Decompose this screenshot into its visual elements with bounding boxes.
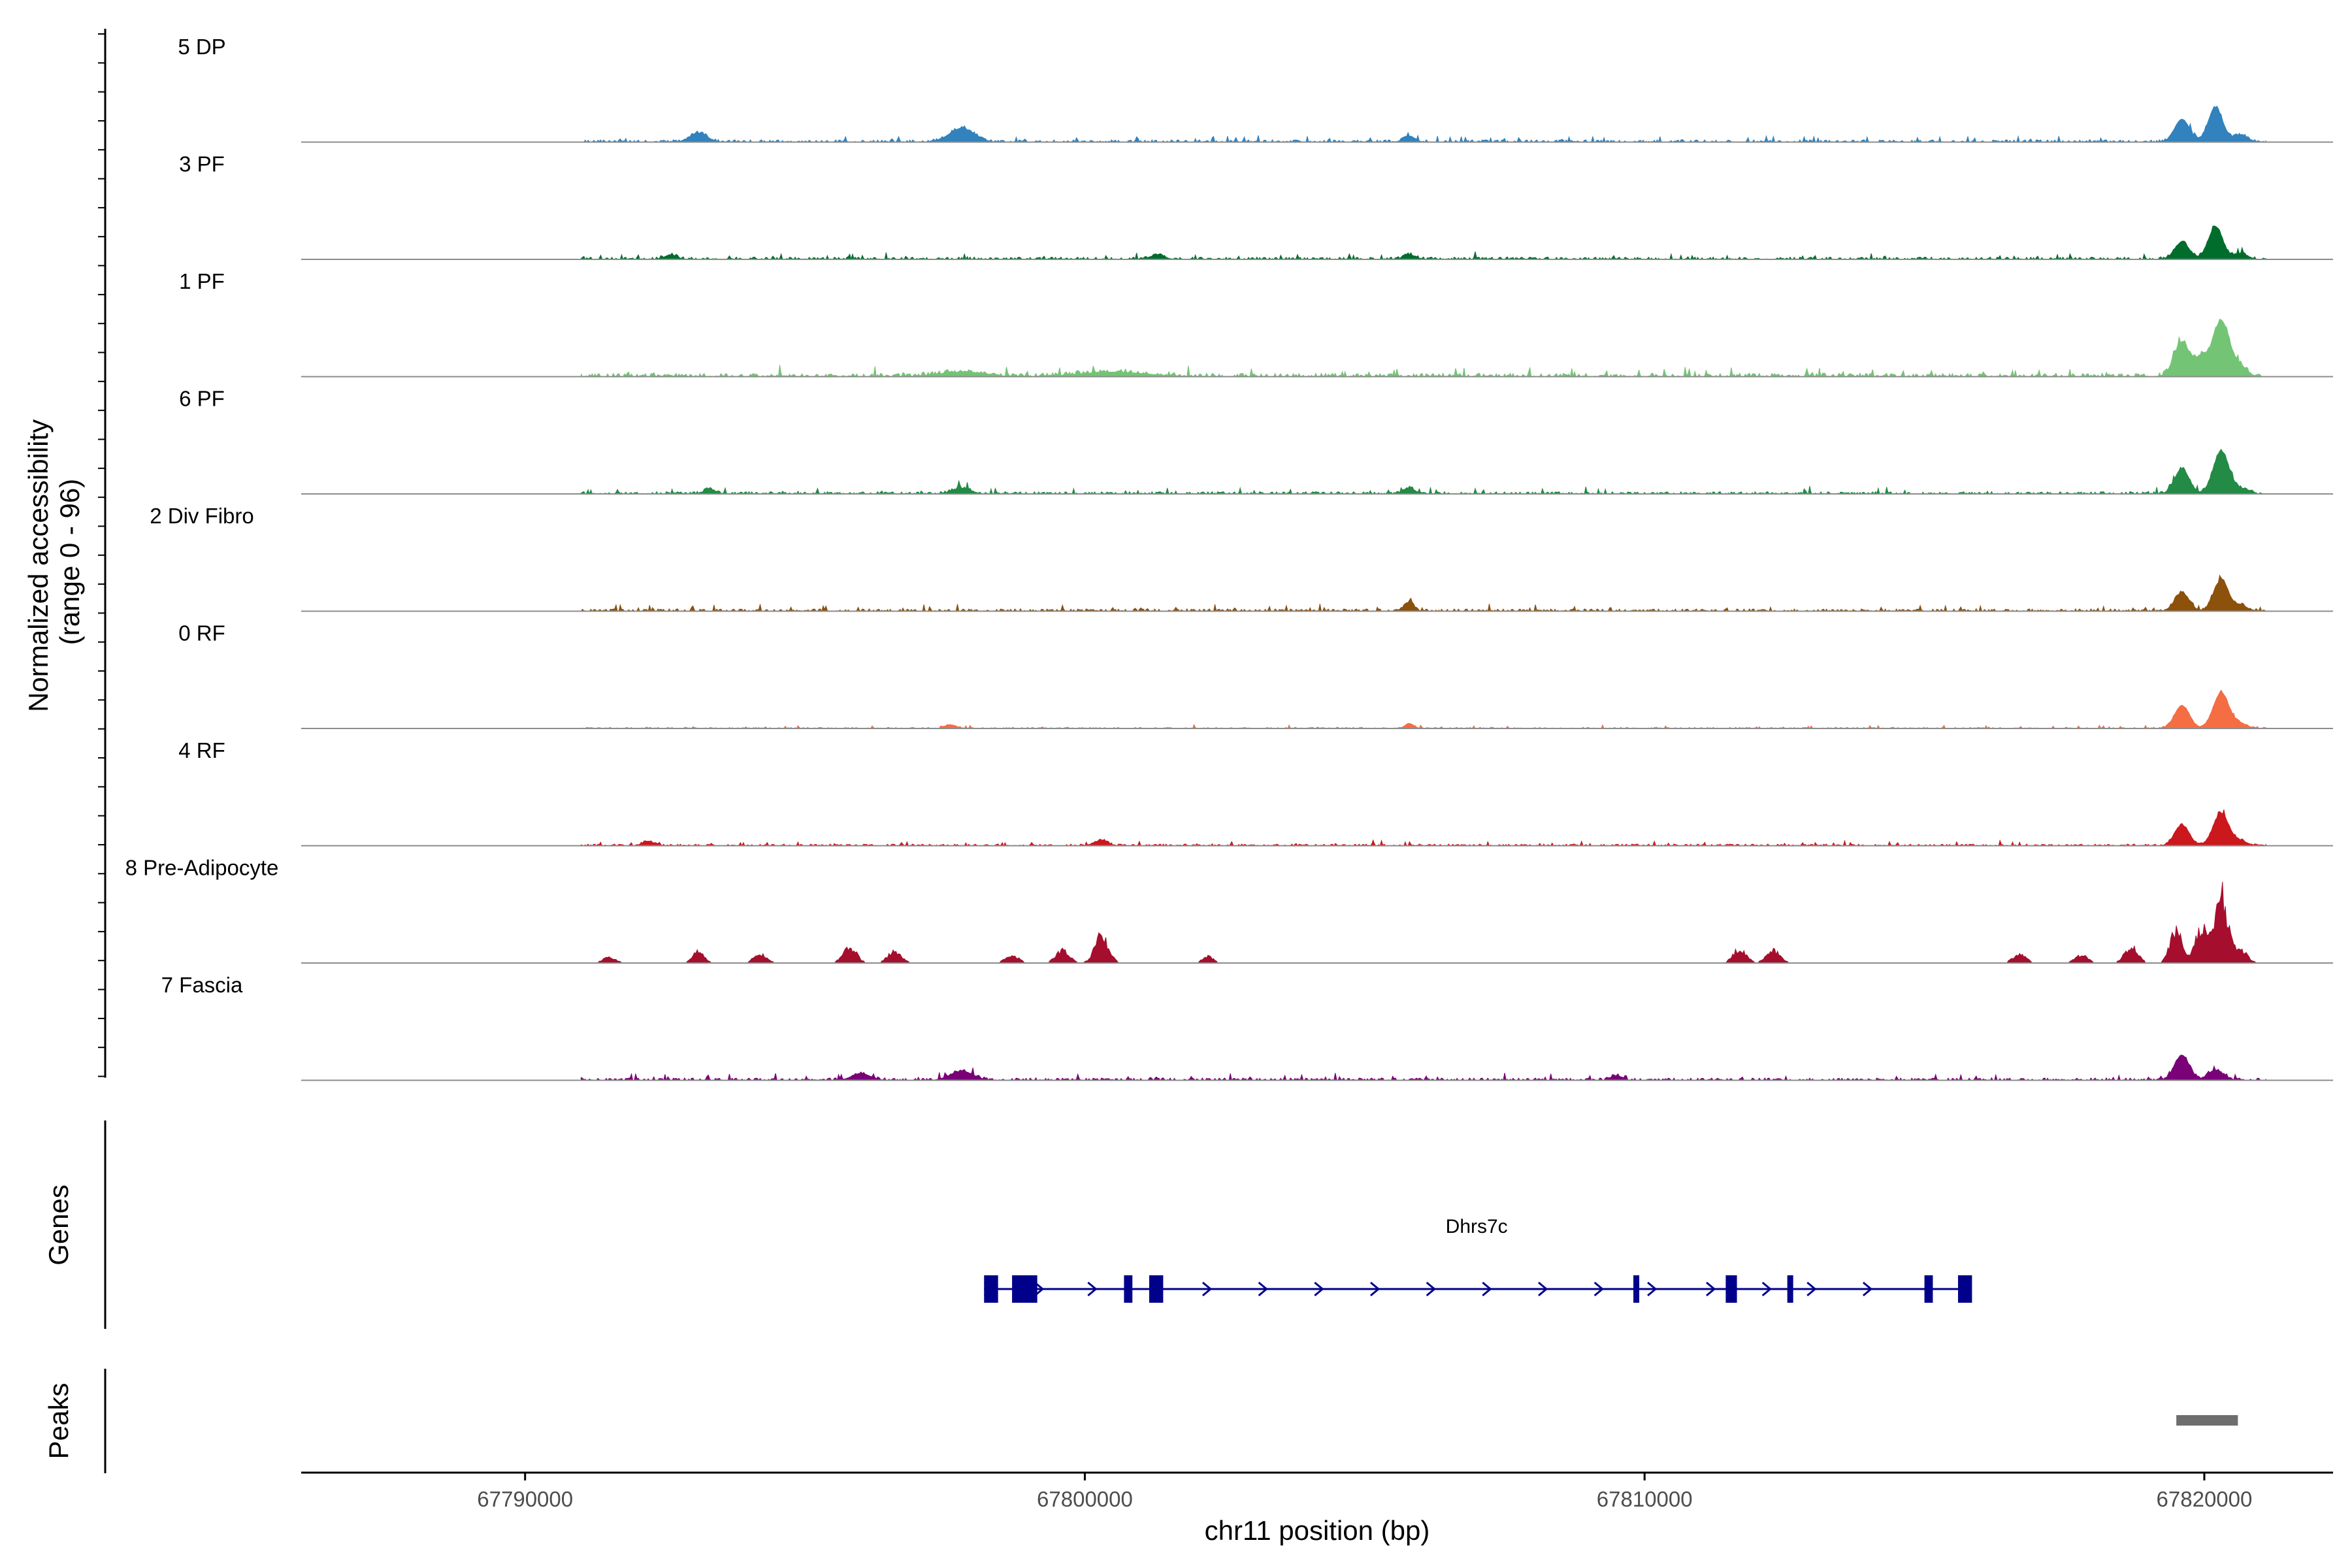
track-label: 7 Fascia — [161, 973, 243, 997]
track-4-rf: 4 RF — [178, 738, 2333, 847]
y-axis-title-line-1: Normalized accessibility — [23, 419, 54, 712]
track-7-fascia: 7 Fascia — [161, 973, 2333, 1082]
gene-exon — [1924, 1275, 1933, 1303]
strand-arrow — [1806, 1281, 1817, 1297]
x-tick-label: 67800000 — [1037, 1487, 1133, 1511]
track-8-pre-adipocyte: 8 Pre-Adipocyte — [125, 856, 2333, 964]
strand-arrow — [1862, 1281, 1873, 1297]
strand-arrow — [1706, 1281, 1716, 1297]
track-1-pf: 1 PF — [179, 269, 2333, 378]
strand-arrow — [1314, 1281, 1324, 1297]
strand-arrow — [1087, 1281, 1098, 1297]
track-label: 4 RF — [178, 738, 225, 762]
track-5-dp: 5 DP — [178, 35, 2333, 143]
coverage-y-axis — [98, 29, 106, 1078]
track-label: 5 DP — [178, 35, 225, 59]
strand-arrow — [1369, 1281, 1380, 1297]
gene-track: Dhrs7c — [983, 1216, 1972, 1303]
coverage-tracks: 5 DP 3 PF 1 PF 6 PF 2 Div Fibro 0 RF 4 RF 8 Pre… — [125, 35, 2333, 1082]
strand-arrow — [1258, 1281, 1268, 1297]
strand-arrow — [1761, 1281, 1772, 1297]
track-label: 1 PF — [179, 269, 225, 293]
x-tick-label: 67790000 — [477, 1487, 573, 1511]
coverage-area-3-pf — [580, 225, 2266, 261]
x-axis-ticks: 67790000 67800000 67810000 67820000 — [477, 1473, 2252, 1511]
x-tick-label: 67810000 — [1597, 1487, 1693, 1511]
track-label: 0 RF — [178, 621, 225, 645]
track-3-pf: 3 PF — [179, 152, 2333, 261]
gene-exon — [1725, 1275, 1737, 1303]
peak-track — [2176, 1415, 2238, 1426]
gene-exon — [1787, 1275, 1793, 1303]
x-tick-label: 67820000 — [2157, 1487, 2253, 1511]
gene-exon — [1149, 1275, 1164, 1303]
strand-arrow — [1034, 1281, 1045, 1297]
gene-exon — [1124, 1275, 1133, 1303]
gene-exon — [1633, 1275, 1640, 1303]
track-0-rf: 0 RF — [178, 621, 2333, 729]
gene-exon — [1957, 1275, 1972, 1303]
y-axis-title: Normalized accessibility (range 0 - 96) — [23, 412, 85, 712]
track-label: 2 Div Fibro — [150, 504, 254, 528]
strand-arrow — [1593, 1281, 1605, 1297]
genes-panel-title: Genes — [43, 1184, 74, 1266]
y-axis-title-line-2: (range 0 - 96) — [54, 479, 85, 645]
strand-arrow — [1647, 1281, 1658, 1297]
strand-arrow — [1538, 1281, 1548, 1297]
gene-exon — [984, 1275, 998, 1303]
track-label: 8 Pre-Adipocyte — [125, 856, 279, 880]
strand-arrow — [1201, 1281, 1213, 1297]
track-2-div-fibro: 2 Div Fibro — [150, 504, 2333, 613]
gene-exon — [1012, 1275, 1037, 1303]
gene-name-label: Dhrs7c — [1446, 1216, 1508, 1237]
peaks-panel-title: Peaks — [43, 1383, 74, 1460]
strand-arrow — [1426, 1281, 1436, 1297]
track-label: 6 PF — [179, 387, 225, 411]
x-axis-title: chr11 position (bp) — [1205, 1515, 1430, 1546]
peak-region — [2176, 1415, 2238, 1426]
track-6-pf: 6 PF — [179, 387, 2333, 495]
track-label: 3 PF — [179, 152, 225, 176]
strand-arrow — [1482, 1281, 1492, 1297]
